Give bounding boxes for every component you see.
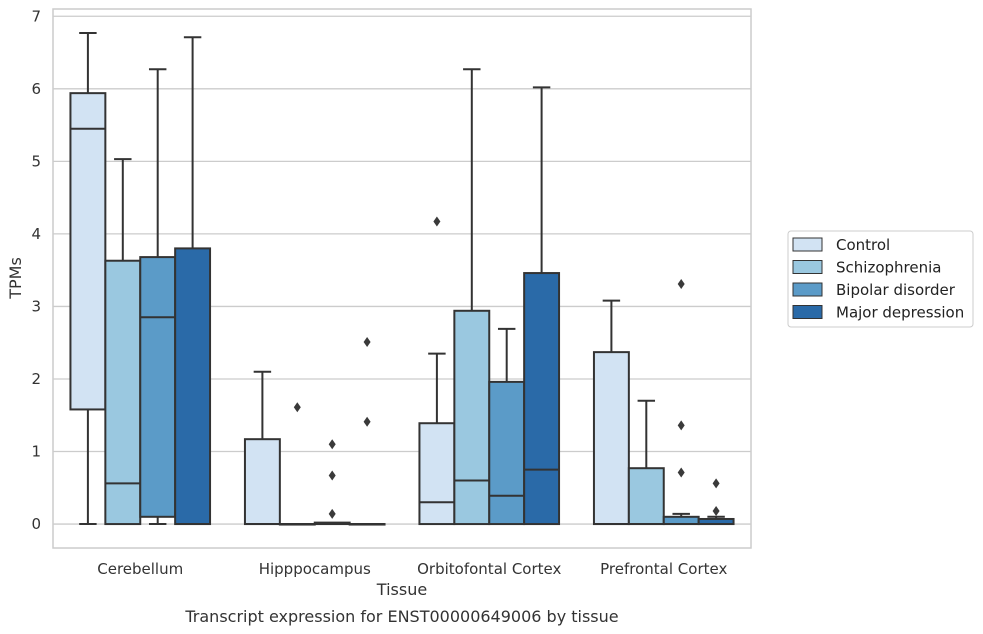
chart-caption: Transcript expression for ENST0000064900… [184, 607, 618, 626]
outlier-marker [433, 216, 441, 227]
box-iqr [523, 272, 561, 526]
y-tick-label: 0 [31, 515, 41, 533]
outlier-marker [677, 278, 685, 289]
box-iqr [592, 351, 630, 526]
box-major-depression [174, 36, 212, 526]
legend-swatch [792, 305, 823, 319]
outlier-marker [677, 420, 685, 431]
box-iqr [453, 309, 491, 526]
legend-label: Bipolar disorder [836, 281, 956, 299]
box-bipolar-disorder [662, 278, 700, 526]
box-bipolar-disorder [488, 327, 526, 526]
box-iqr [139, 256, 177, 518]
box-bipolar-disorder [139, 68, 177, 526]
box-schizophrenia [278, 402, 316, 526]
box-control [243, 370, 281, 526]
box-schizophrenia [453, 68, 491, 526]
legend-swatch [792, 282, 823, 297]
legend-frame [787, 230, 974, 328]
x-tick-label: Hipppocampus [259, 560, 371, 578]
box-layer [69, 31, 735, 526]
y-tick-label: 3 [31, 297, 41, 315]
y-tick-label: 2 [31, 370, 41, 388]
box-major-depression [697, 478, 735, 526]
box-schizophrenia [104, 158, 142, 526]
box-major-depression [348, 336, 386, 526]
box-control [592, 299, 630, 526]
x-axis-title: Tissue [376, 580, 427, 599]
y-tick-label: 1 [31, 443, 41, 461]
legend-label: Schizophrenia [836, 259, 941, 277]
y-tick-label: 5 [31, 152, 41, 170]
box-iqr [174, 247, 212, 526]
x-tick-labels: Cerebellum Hipppocampus Orbitofontal Corte… [97, 560, 727, 578]
y-tick-label: 4 [31, 225, 41, 243]
legend-label: Control [836, 236, 890, 254]
box-control [418, 216, 456, 526]
outlier-marker [328, 439, 336, 450]
legend-items: Control Schizophrenia Bipolar disorder Majo… [792, 236, 964, 322]
outlier-marker [328, 470, 336, 481]
legend-label: Major depression [836, 304, 964, 322]
box-iqr [488, 380, 526, 526]
x-tick-label: Prefrontal Cortex [600, 560, 727, 578]
box-iqr [243, 438, 281, 526]
outlier-marker [677, 467, 685, 478]
y-tick-label: 7 [31, 7, 41, 25]
box-major-depression [523, 86, 561, 526]
outlier-marker [712, 478, 720, 489]
outlier-marker [712, 506, 720, 517]
outlier-marker [363, 336, 371, 347]
box-iqr [104, 259, 142, 526]
outlier-marker [328, 508, 336, 519]
x-tick-label: Cerebellum [97, 560, 183, 578]
x-tick-label: Orbitofontal Cortex [417, 560, 561, 578]
box-control [69, 31, 107, 526]
outlier-marker [293, 402, 301, 413]
legend-swatch [792, 260, 823, 274]
box-iqr [69, 92, 107, 411]
box-iqr [627, 467, 665, 526]
box-iqr [418, 422, 456, 526]
legend: Control Schizophrenia Bipolar disorder Majo… [787, 230, 974, 328]
legend-swatch [792, 237, 823, 252]
outlier-marker [363, 416, 371, 427]
box-schizophrenia [627, 399, 665, 526]
y-tick-labels: 0 1 2 3 4 5 6 7 [31, 7, 41, 533]
y-tick-label: 6 [31, 80, 41, 98]
plot-area-frame [52, 8, 752, 549]
y-axis-title: TPMs [6, 257, 25, 300]
box-iqr [662, 515, 700, 526]
